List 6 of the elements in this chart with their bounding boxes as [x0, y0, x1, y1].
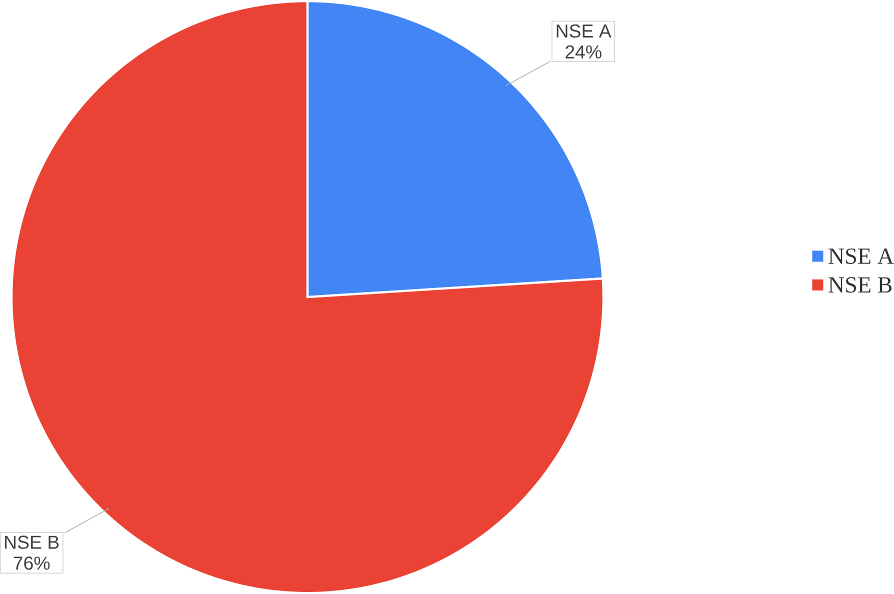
- data-label: 24%: [566, 45, 602, 58]
- legend-label: NSE A: [828, 248, 894, 264]
- data-label: 76%: [14, 556, 50, 570]
- slice-label: NSE B: [5, 536, 59, 549]
- legend-label: NSE B: [828, 277, 892, 293]
- slice-label: NSE A: [556, 24, 612, 38]
